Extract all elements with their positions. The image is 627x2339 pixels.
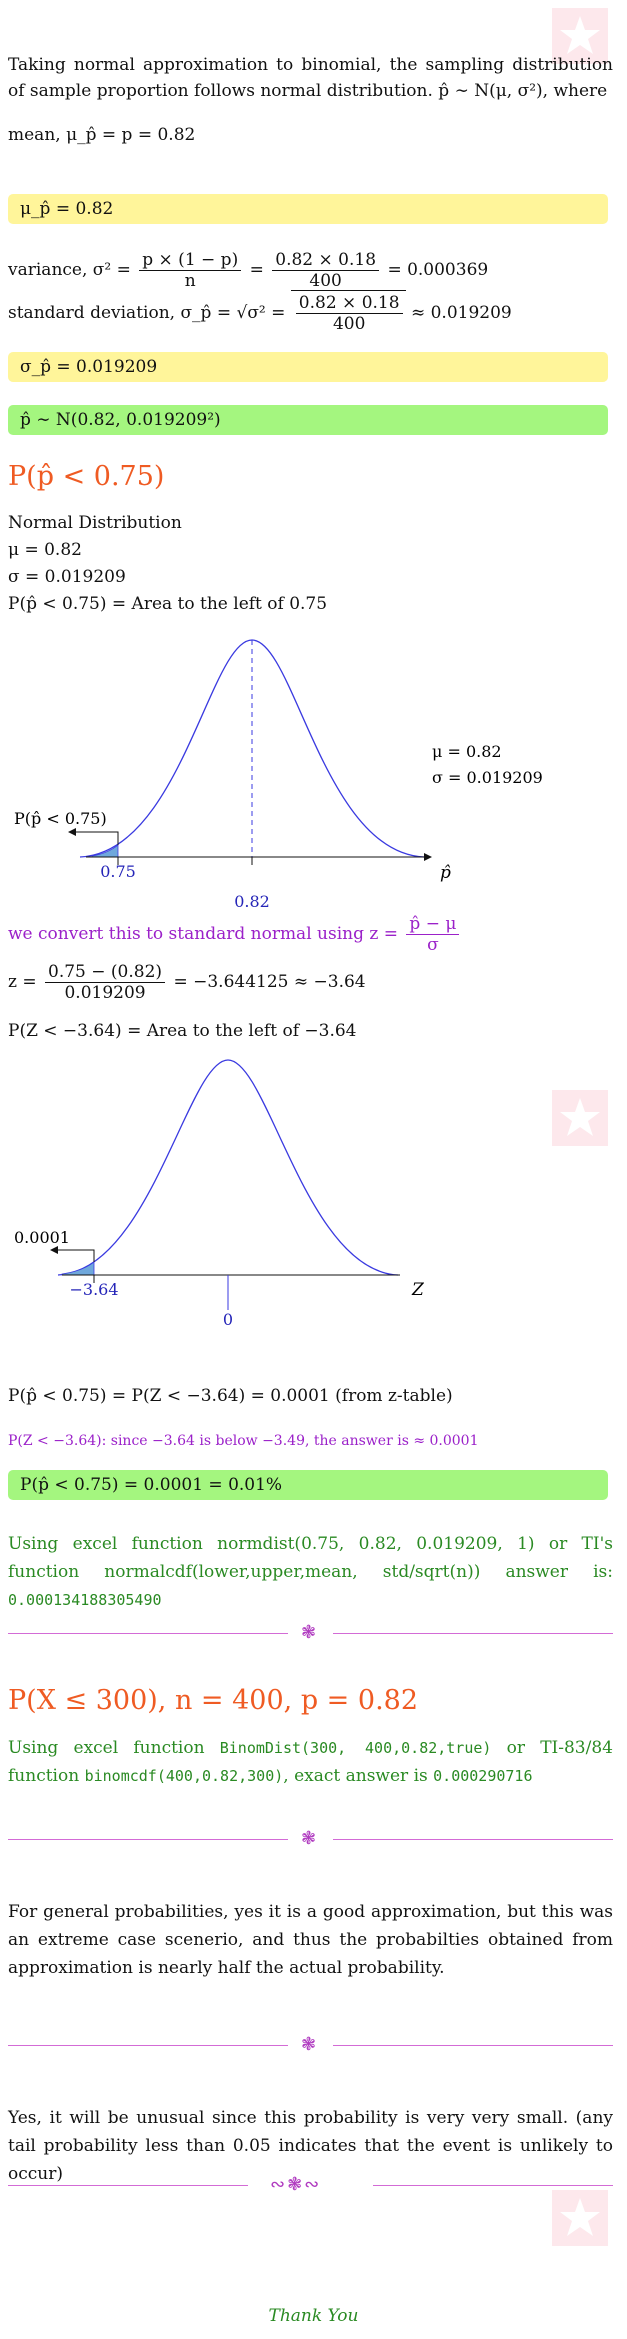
excel-paragraph: Using excel function normdist(0.75, 0.82… bbox=[8, 1534, 613, 1609]
standard-normal-chart: 0.0001 −3.64 0 Z bbox=[14, 1059, 425, 1329]
tail-label: P(p̂ < 0.75) bbox=[14, 809, 107, 828]
mean-box: μ_p̂ = 0.82 bbox=[8, 194, 608, 224]
sd-line: standard deviation, σ_p̂ = √σ² = 0.82 × … bbox=[8, 290, 617, 335]
watermark-star-icon bbox=[552, 8, 608, 64]
variance-label: variance, σ² = bbox=[8, 260, 131, 280]
part3-paragraph: For general probabilities, yes it is a g… bbox=[8, 1902, 613, 1978]
result-line: P(p̂ < 0.75) = P(Z < −3.64) = 0.0001 (fr… bbox=[8, 1386, 453, 1406]
normal-curve-chart: P(p̂ < 0.75) 0.75 0.82 p̂ μ = 0.82 σ = 0… bbox=[14, 639, 543, 911]
binom-value: 0.000290716 bbox=[433, 1767, 533, 1785]
sd-fraction: 0.82 × 0.18 400 bbox=[295, 293, 403, 334]
center-tick-label: 0.82 bbox=[234, 892, 270, 911]
nd-mu: μ = 0.82 bbox=[8, 540, 82, 560]
part2-heading: P(X ≤ 300), n = 400, p = 0.82 bbox=[8, 1685, 419, 1716]
sd-label: standard deviation, σ_p̂ = √σ² = bbox=[8, 303, 286, 323]
variance-fraction-2: 0.82 × 0.18 400 bbox=[272, 250, 380, 291]
left-tick-label: −3.64 bbox=[69, 1280, 118, 1299]
standard-curve bbox=[57, 1059, 399, 1276]
watermark-star-icon bbox=[552, 1090, 608, 1146]
x-axis-arrow bbox=[424, 853, 432, 861]
tail-leader bbox=[56, 1249, 95, 1262]
section-separator: ❃ bbox=[8, 2034, 613, 2056]
z-result: = −3.644125 ≈ −3.64 bbox=[173, 972, 366, 992]
binomdist-code: BinomDist(300, 400,0.82,true) bbox=[219, 1739, 492, 1757]
convert-line: we convert this to standard normal using… bbox=[8, 912, 617, 956]
part1-heading: P(p̂ < 0.75) bbox=[8, 461, 165, 492]
z-area: P(Z < −3.64) = Area to the left of −3.64 bbox=[8, 1021, 357, 1041]
final-separator: ∾❃∾ bbox=[8, 2174, 613, 2196]
flourish-icon: ❃ bbox=[301, 1828, 317, 1849]
chart-sigma-label: σ = 0.019209 bbox=[432, 768, 543, 787]
chart-mu-label: μ = 0.82 bbox=[432, 742, 502, 761]
center-tick-label: 0 bbox=[223, 1310, 233, 1329]
nd-sigma: σ = 0.019209 bbox=[8, 567, 126, 587]
sd-box: σ_p̂ = 0.019209 bbox=[8, 352, 608, 382]
answer-box: P(p̂ < 0.75) = 0.0001 = 0.01% bbox=[8, 1470, 608, 1500]
variance-line: variance, σ² = p × (1 − p) n = 0.82 × 0.1… bbox=[8, 250, 489, 291]
nd-area: P(p̂ < 0.75) = Area to the left of 0.75 bbox=[8, 594, 328, 614]
note-line: P(Z < −3.64): since −3.64 is below −3.49… bbox=[8, 1433, 479, 1449]
watermark-star-icon bbox=[552, 2190, 608, 2246]
thank-you: Thank You bbox=[268, 2306, 359, 2326]
z-fraction: 0.75 − (0.82) 0.019209 bbox=[45, 962, 166, 1003]
flourish-icon: ❃ bbox=[301, 1622, 317, 1643]
part4-paragraph: Yes, it will be unusual since this proba… bbox=[8, 2108, 613, 2184]
flourish-icon: ∾❃∾ bbox=[270, 2174, 322, 2195]
sd-result: ≈ 0.019209 bbox=[410, 303, 512, 323]
shaded-tail bbox=[61, 1261, 95, 1276]
excel-value: 0.000134188305490 bbox=[8, 1591, 162, 1609]
flourish-icon: ❃ bbox=[301, 2034, 317, 2055]
section-separator: ❃ bbox=[8, 1828, 613, 1850]
intro-paragraph: Taking normal approximation to binomial,… bbox=[8, 55, 613, 101]
variance-fraction-1: p × (1 − p) n bbox=[139, 250, 242, 291]
nd-label: Normal Distribution bbox=[8, 513, 182, 533]
tail-label: 0.0001 bbox=[14, 1228, 70, 1247]
axis-label: p̂ bbox=[440, 863, 451, 883]
z-line: z = 0.75 − (0.82) 0.019209 = −3.644125 ≈ … bbox=[8, 962, 366, 1003]
section-separator: ❃ bbox=[8, 1622, 613, 1644]
variance-result: = 0.000369 bbox=[387, 260, 489, 280]
shaded-tail bbox=[91, 844, 119, 858]
distribution-box: p̂ ∼ N(0.82, 0.019209²) bbox=[8, 405, 608, 435]
mean-line: mean, μ_p̂ = p = 0.82 bbox=[8, 125, 196, 145]
tail-leader bbox=[74, 831, 119, 845]
binomcdf-code: binomcdf(400,0.82,300) bbox=[84, 1767, 284, 1785]
axis-label: Z bbox=[411, 1280, 425, 1300]
binom-paragraph: Using excel function BinomDist(300, 400,… bbox=[8, 1738, 613, 1786]
left-tick-label: 0.75 bbox=[100, 862, 136, 881]
